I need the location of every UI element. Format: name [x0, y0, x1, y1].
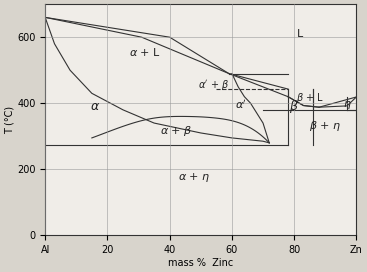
- Text: $\alpha$ + $\beta$: $\alpha$ + $\beta$: [160, 124, 192, 138]
- Text: $\alpha$ + $\eta$: $\alpha$ + $\eta$: [178, 171, 211, 184]
- Text: $\alpha$: $\alpha$: [90, 100, 100, 113]
- Text: $\beta$: $\beta$: [289, 98, 299, 115]
- Text: $\eta$: $\eta$: [343, 99, 352, 111]
- X-axis label: mass %  Zinc: mass % Zinc: [168, 258, 233, 268]
- Text: L: L: [297, 29, 304, 39]
- Text: $\beta$ + L: $\beta$ + L: [296, 91, 324, 105]
- Text: $\beta$ + $\eta$: $\beta$ + $\eta$: [309, 119, 341, 133]
- Text: $\alpha^{\prime}$: $\alpha^{\prime}$: [235, 98, 247, 112]
- Text: $\alpha^{\prime}$ + $\beta$: $\alpha^{\prime}$ + $\beta$: [197, 78, 229, 92]
- Text: $\alpha$ + L: $\alpha$ + L: [129, 46, 161, 58]
- Y-axis label: T (°C): T (°C): [4, 106, 14, 134]
